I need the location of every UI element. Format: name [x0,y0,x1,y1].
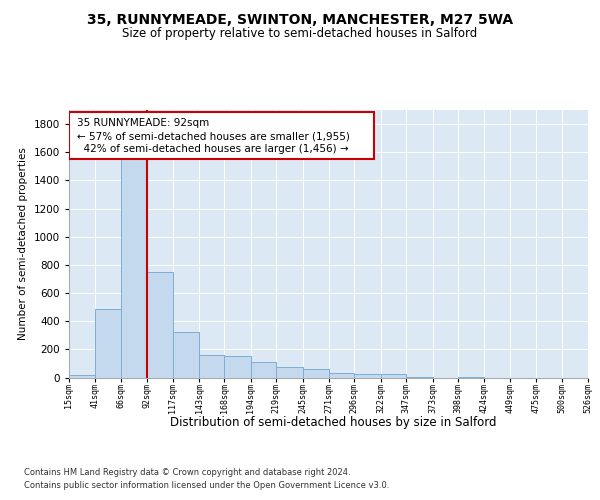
Text: 35 RUNNYMEADE: 92sqm: 35 RUNNYMEADE: 92sqm [77,118,209,128]
Bar [121,131,147,378]
Bar [147,272,173,378]
Text: ← 57% of semi-detached houses are smaller (1,955): ← 57% of semi-detached houses are smalle… [77,131,350,141]
Bar [458,377,484,378]
Bar [69,374,95,378]
Bar [381,374,406,378]
Y-axis label: Number of semi-detached properties: Number of semi-detached properties [18,148,28,340]
Bar [329,374,355,378]
Text: Size of property relative to semi-detached houses in Salford: Size of property relative to semi-detach… [122,28,478,40]
Text: Contains public sector information licensed under the Open Government Licence v3: Contains public sector information licen… [24,482,389,490]
Bar [251,362,276,378]
Text: 42% of semi-detached houses are larger (1,456) →: 42% of semi-detached houses are larger (… [77,144,349,154]
Bar [276,367,302,378]
Bar [173,332,199,378]
Text: 35, RUNNYMEADE, SWINTON, MANCHESTER, M27 5WA: 35, RUNNYMEADE, SWINTON, MANCHESTER, M27… [87,12,513,26]
Bar [355,374,381,378]
Bar [406,377,433,378]
Bar [95,308,121,378]
Bar [199,355,224,378]
Text: Distribution of semi-detached houses by size in Salford: Distribution of semi-detached houses by … [170,416,496,429]
Bar [224,356,251,378]
Bar [302,369,329,378]
Text: Contains HM Land Registry data © Crown copyright and database right 2024.: Contains HM Land Registry data © Crown c… [24,468,350,477]
Bar [69,112,374,158]
